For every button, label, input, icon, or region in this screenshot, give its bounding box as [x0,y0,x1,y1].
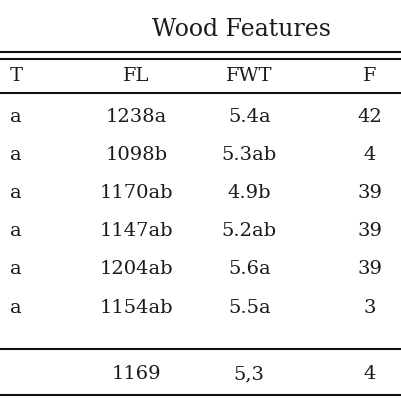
Text: a: a [10,222,22,239]
Text: 1204ab: 1204ab [99,260,173,277]
Text: 4: 4 [363,146,375,163]
Text: 5.6a: 5.6a [227,260,270,277]
Text: 4.9b: 4.9b [227,184,270,201]
Text: 5,3: 5,3 [233,364,264,382]
Text: 5.3ab: 5.3ab [221,146,276,163]
Text: a: a [10,107,22,125]
Text: a: a [10,184,22,201]
Text: 5.4a: 5.4a [227,107,270,125]
Text: 1170ab: 1170ab [99,184,173,201]
Text: 39: 39 [356,260,381,277]
Text: 1147ab: 1147ab [99,222,173,239]
Text: 1154ab: 1154ab [99,298,173,316]
Text: 5.2ab: 5.2ab [221,222,276,239]
Text: a: a [10,146,22,163]
Text: FL: FL [123,67,150,85]
Text: 1238a: 1238a [106,107,167,125]
Text: 1169: 1169 [111,364,161,382]
Text: 1098b: 1098b [105,146,167,163]
Text: a: a [10,260,22,277]
Text: Wood Features: Wood Features [151,18,330,41]
Text: 39: 39 [356,222,381,239]
Text: 5.5a: 5.5a [227,298,270,316]
Text: 3: 3 [363,298,375,316]
Text: 42: 42 [356,107,381,125]
Text: 39: 39 [356,184,381,201]
Text: a: a [10,298,22,316]
Text: 4: 4 [363,364,375,382]
Text: FWT: FWT [225,67,272,85]
Text: F: F [362,67,376,85]
Text: T: T [10,67,22,85]
